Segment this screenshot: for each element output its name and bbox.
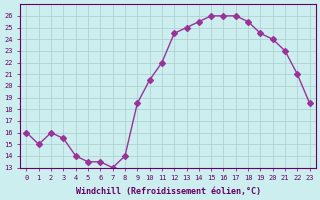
X-axis label: Windchill (Refroidissement éolien,°C): Windchill (Refroidissement éolien,°C) bbox=[76, 187, 260, 196]
